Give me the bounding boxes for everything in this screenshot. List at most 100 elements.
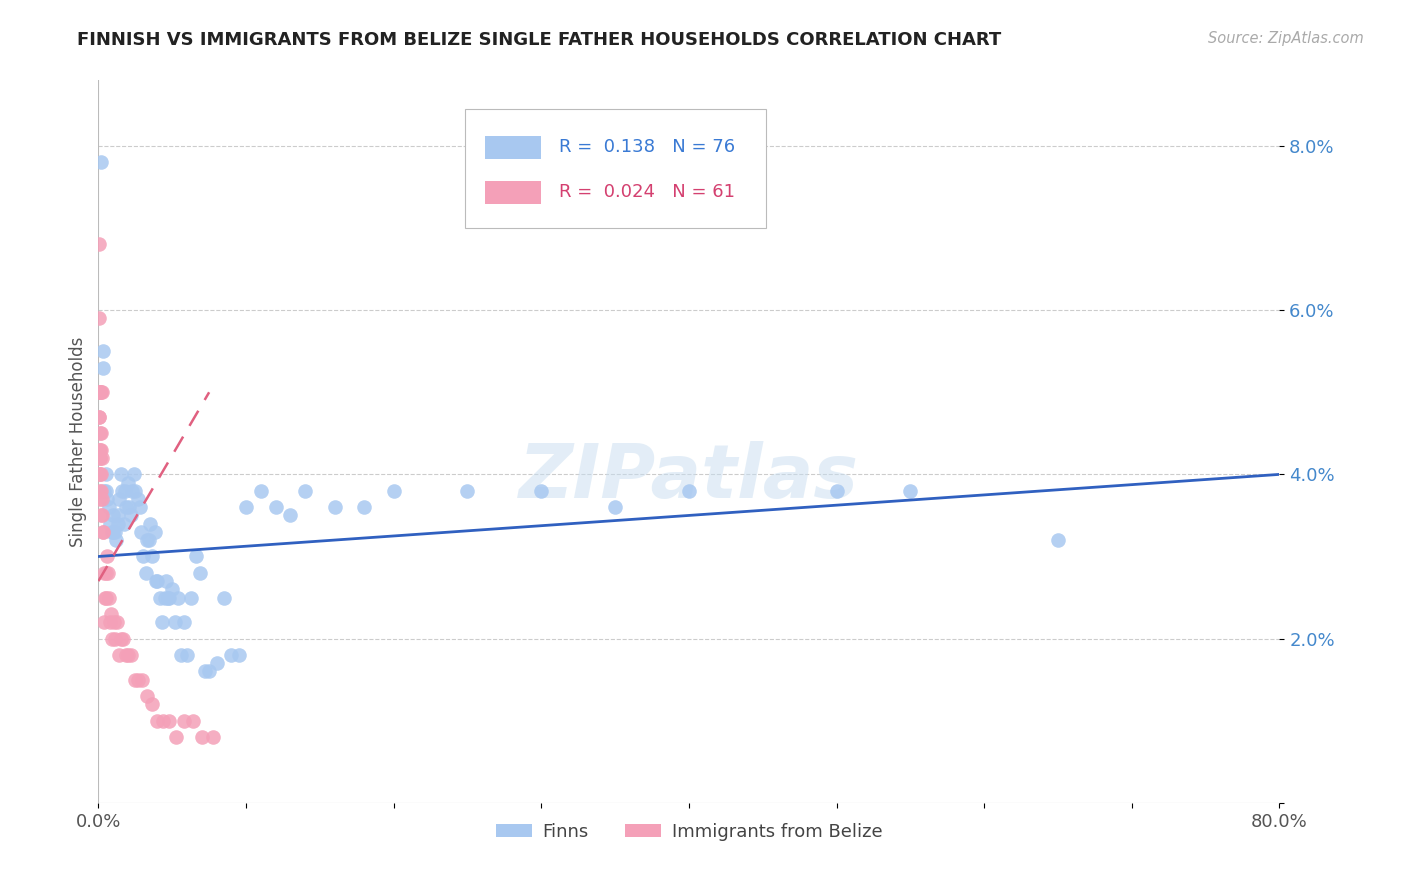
Point — [127, 491, 149, 506]
Bar — [485, 136, 541, 159]
Point — [89, 467, 111, 482]
Point — [114, 648, 136, 662]
Point — [117, 475, 139, 490]
Point — [89, 237, 111, 252]
Point — [107, 648, 129, 662]
Point — [89, 385, 111, 400]
Point — [530, 483, 553, 498]
Point — [97, 500, 120, 515]
Point — [91, 508, 114, 523]
Point — [128, 500, 150, 515]
Point — [121, 483, 143, 498]
Point — [89, 385, 111, 400]
Text: ZIPatlas: ZIPatlas — [519, 442, 859, 514]
Point — [89, 442, 111, 457]
Point — [264, 500, 287, 515]
Point — [89, 450, 111, 465]
Point — [135, 689, 157, 703]
Point — [105, 533, 128, 547]
Point — [96, 549, 118, 564]
Point — [89, 442, 111, 457]
Point — [104, 632, 127, 646]
Point — [145, 574, 167, 588]
Point — [90, 426, 112, 441]
Point — [131, 673, 153, 687]
Point — [153, 591, 176, 605]
Point — [146, 714, 169, 728]
Text: FINNISH VS IMMIGRANTS FROM BELIZE SINGLE FATHER HOUSEHOLDS CORRELATION CHART: FINNISH VS IMMIGRANTS FROM BELIZE SINGLE… — [77, 31, 1001, 49]
Point — [89, 409, 111, 424]
Point — [100, 607, 122, 621]
Point — [93, 483, 115, 498]
Point — [110, 632, 132, 646]
Point — [457, 483, 479, 498]
Text: Source: ZipAtlas.com: Source: ZipAtlas.com — [1208, 31, 1364, 46]
Point — [112, 632, 135, 646]
Point — [155, 574, 177, 588]
Point — [98, 516, 121, 531]
Point — [280, 508, 302, 523]
Point — [89, 426, 111, 441]
Point — [122, 467, 145, 482]
Point — [101, 632, 124, 646]
Point — [143, 524, 166, 539]
Point — [110, 467, 132, 482]
Point — [117, 648, 139, 662]
Point — [180, 591, 202, 605]
Point — [156, 591, 179, 605]
Point — [103, 615, 125, 630]
Point — [124, 673, 146, 687]
Point — [89, 450, 111, 465]
Point — [136, 533, 159, 547]
Point — [141, 698, 163, 712]
Point — [104, 524, 127, 539]
Point — [89, 385, 111, 400]
Point — [91, 344, 114, 359]
Point — [103, 524, 125, 539]
Point — [188, 566, 211, 580]
Point — [139, 516, 162, 531]
Point — [228, 648, 250, 662]
Point — [114, 483, 136, 498]
Point — [89, 467, 111, 482]
Point — [118, 500, 141, 515]
Point — [96, 491, 118, 506]
Point — [94, 467, 117, 482]
Point — [96, 566, 118, 580]
Point — [112, 516, 135, 531]
Point — [1046, 533, 1070, 547]
Point — [90, 442, 112, 457]
Point — [678, 483, 700, 498]
Point — [89, 409, 111, 424]
Point — [353, 500, 375, 515]
Point — [165, 730, 187, 744]
Point — [94, 483, 117, 498]
Point — [235, 500, 257, 515]
Point — [173, 615, 195, 630]
Point — [107, 516, 129, 531]
Point — [294, 483, 316, 498]
Point — [382, 483, 405, 498]
Point — [105, 615, 128, 630]
Text: R =  0.138   N = 76: R = 0.138 N = 76 — [560, 138, 735, 156]
Point — [132, 549, 155, 564]
Bar — [485, 181, 541, 204]
Point — [90, 483, 112, 498]
Point — [94, 591, 117, 605]
Point — [93, 615, 115, 630]
Point — [103, 508, 125, 523]
Point — [93, 566, 115, 580]
Point — [825, 483, 848, 498]
Point — [173, 714, 195, 728]
Point — [198, 665, 221, 679]
Point — [201, 730, 224, 744]
Point — [91, 524, 114, 539]
Point — [157, 591, 180, 605]
Point — [120, 508, 142, 523]
Point — [97, 591, 120, 605]
Point — [323, 500, 346, 515]
Point — [162, 582, 183, 597]
Point — [152, 714, 174, 728]
Point — [900, 483, 922, 498]
Point — [89, 483, 111, 498]
